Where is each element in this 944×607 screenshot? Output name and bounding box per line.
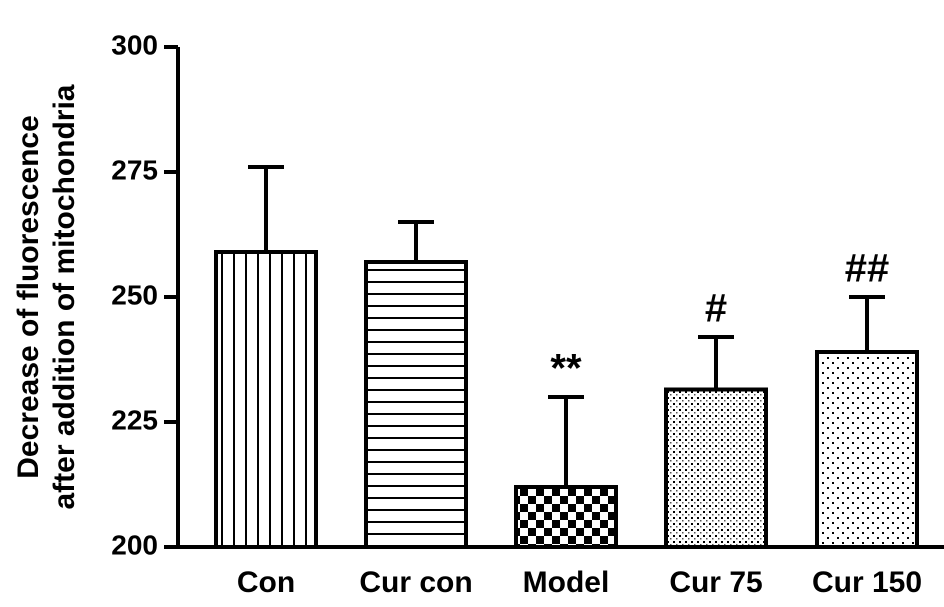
bar [815, 350, 919, 549]
y-axis-label-line: after addition of mitochondria [48, 84, 81, 509]
x-tick-label: Con [237, 566, 295, 599]
bar [514, 485, 618, 549]
x-tick-label: Cur con [359, 566, 472, 599]
y-tick-label: 275 [111, 154, 158, 185]
significance-mark: # [705, 287, 727, 331]
bar [214, 250, 318, 549]
bar [664, 387, 768, 549]
y-axis-label-line: Decrease of fluorescence [12, 115, 45, 479]
y-tick-label: 300 [111, 29, 158, 60]
bar [364, 260, 468, 549]
x-tick-label: Cur 150 [812, 566, 922, 599]
significance-mark: ** [550, 347, 582, 391]
y-tick-label: 200 [111, 529, 158, 560]
y-axis-label: Decrease of fluorescence after addition … [12, 84, 81, 509]
x-tick-label: Cur 75 [669, 566, 762, 599]
y-tick-label: 225 [111, 404, 158, 435]
significance-mark: ## [845, 247, 890, 291]
x-tick-label: Model [523, 566, 610, 599]
y-tick-label: 250 [111, 279, 158, 310]
